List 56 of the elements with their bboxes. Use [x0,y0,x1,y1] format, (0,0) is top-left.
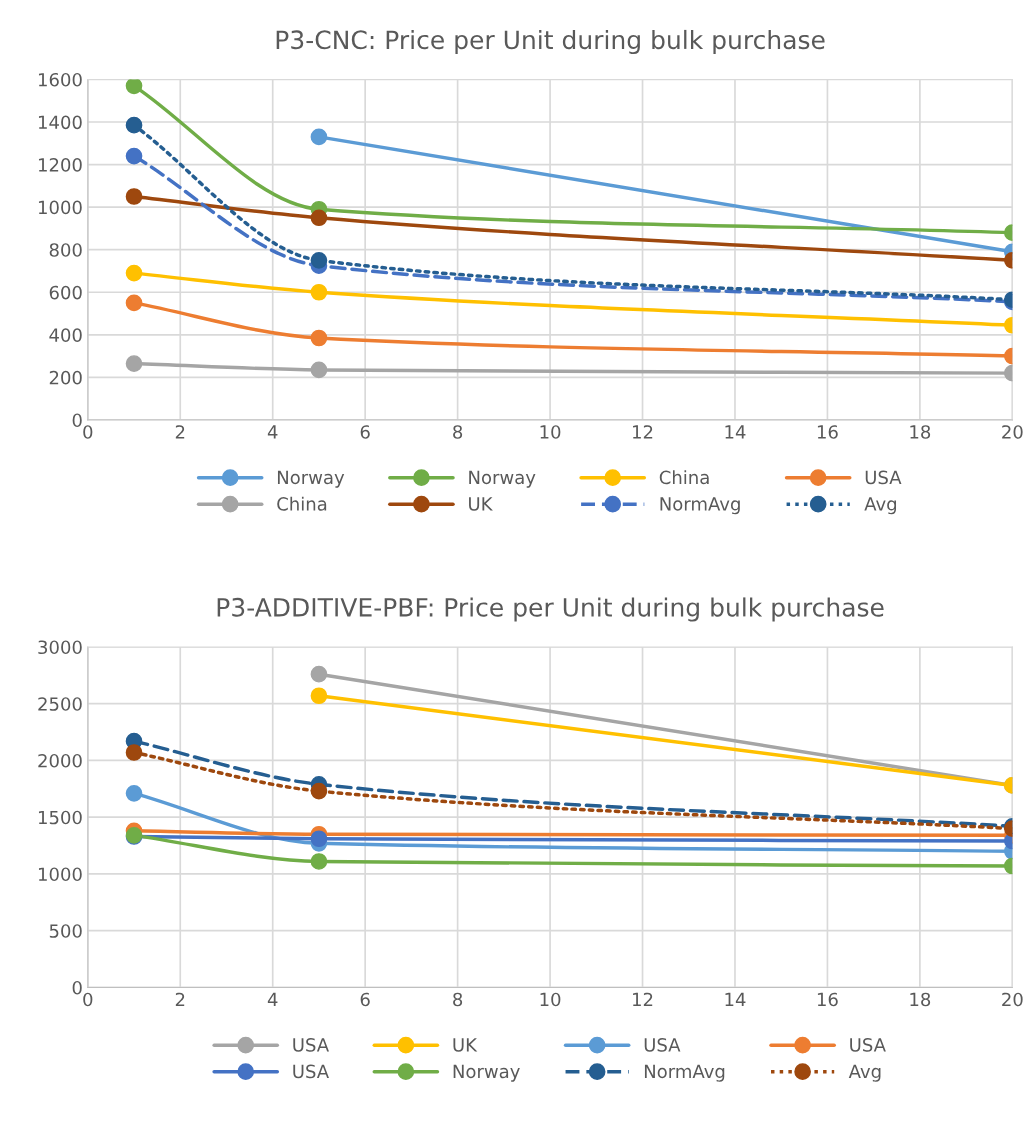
x-tick-label: 10 [540,992,561,1007]
y-tick-label: 800 [49,243,82,257]
x-tick-label: 0 [83,992,93,1007]
x-tick-label: 20 [1002,425,1023,439]
y-tick-label: 600 [49,285,82,300]
y-tick-label: 500 [49,924,82,938]
y-tick-label: 1000 [38,867,82,882]
x-tick-label: 2 [175,992,185,1007]
y-tick-label: 2500 [38,697,82,711]
legend-label: UK [469,497,493,511]
y-tick-label: 0 [72,980,82,995]
x-tick-label: 8 [453,425,463,439]
x-tick-label: 8 [453,992,463,1007]
y-tick-label: 1200 [38,158,82,172]
x-tick-label: 18 [910,425,931,439]
x-tick-label: 4 [267,992,278,1007]
x-tick-label: 10 [540,425,561,439]
legend-label: NormAvg [644,1064,725,1082]
chart-title: P3-ADDITIVE-PBF: Price per Unit during bulk purchase [217,597,884,622]
legend-label: USA [644,1038,681,1052]
legend-label: Avg [864,497,897,515]
legend-label: NormAvg [660,497,740,515]
legend-label: Avg [848,1064,881,1082]
y-tick-label: 1400 [38,115,82,130]
y-tick-label: 400 [49,328,82,342]
legend-label: UK [453,1038,478,1052]
legend-label: USA [293,1038,329,1052]
legend-label: USA [850,1038,886,1052]
legend-label: Norway [469,470,536,488]
x-tick-label: 6 [360,425,370,439]
x-tick-label: 0 [83,425,93,439]
y-tick-label: 2000 [38,753,82,768]
legend-label: Norway [277,470,345,488]
x-tick-label: 16 [817,425,838,439]
x-tick-label: 4 [267,425,278,439]
legend-label: Norway [453,1064,520,1082]
y-tick-label: 1500 [38,810,82,825]
y-tick-label: 3000 [38,640,82,655]
chart-title: P3-CNC: Price per Unit during bulk purchase [276,29,825,55]
y-tick-label: 1600 [38,72,82,87]
x-tick-label: 14 [725,992,746,1007]
x-tick-label: 12 [633,992,653,1007]
x-tick-label: 6 [360,992,370,1007]
x-tick-label: 12 [633,425,653,439]
legend-label: USA [293,1064,329,1079]
legend-label: China [277,496,327,511]
y-tick-label: 0 [72,413,82,428]
y-tick-label: 1000 [38,200,82,215]
x-tick-label: 20 [1002,992,1023,1007]
x-tick-label: 14 [725,425,746,439]
x-tick-label: 16 [817,992,838,1007]
legend-label: USA [865,470,902,485]
y-tick-label: 200 [49,370,82,385]
x-tick-label: 18 [910,992,931,1007]
x-tick-label: 2 [175,425,185,439]
legend-label: China [659,470,709,485]
